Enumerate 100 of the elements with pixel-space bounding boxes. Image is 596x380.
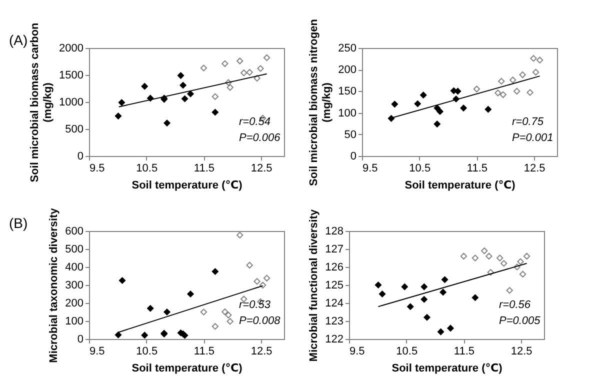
point: [254, 278, 260, 285]
point: [222, 60, 228, 67]
point: [118, 99, 126, 106]
point: [187, 90, 194, 98]
point: [212, 93, 219, 100]
point: [434, 120, 440, 128]
y-tick-label: 127: [325, 244, 344, 256]
x-tick-label: 10.5: [136, 346, 158, 358]
y-tick-label: 200: [338, 64, 356, 76]
x-tick-label: 9.5: [350, 346, 365, 358]
point: [494, 90, 502, 96]
y-tick-label: 150: [338, 86, 356, 98]
x-axis-title: Soil temperature (℃): [132, 362, 243, 374]
y-tick-label: 125: [325, 280, 344, 292]
annotation: P=0.005: [499, 315, 542, 327]
point: [226, 318, 234, 325]
point: [519, 71, 526, 78]
point: [514, 88, 520, 95]
y-tick-label: 126: [325, 262, 344, 274]
point: [484, 106, 492, 113]
point: [436, 108, 444, 115]
annotation: r=0.53: [239, 299, 272, 311]
annotation: r=0.54: [239, 116, 270, 128]
x-tick-label: 12.5: [250, 346, 272, 358]
point: [259, 282, 266, 289]
point: [530, 55, 537, 62]
y-tick-label: 123: [325, 316, 344, 328]
point: [114, 332, 122, 338]
y-tick-label: 100: [65, 316, 84, 328]
point: [141, 83, 148, 90]
x-tick-label: 9.5: [90, 346, 105, 358]
x-tick-label: 12.5: [510, 346, 532, 358]
y-tick-label: 2000: [59, 42, 84, 54]
point: [200, 308, 208, 316]
x-tick-label: 12.5: [524, 162, 546, 174]
x-tick-label: 10.5: [396, 346, 418, 358]
point: [526, 89, 534, 96]
y-tick-label: 50: [344, 128, 356, 141]
point: [147, 305, 154, 312]
annotation: r=0.75: [512, 116, 544, 128]
x-tick-label: 11.5: [194, 346, 215, 358]
point: [500, 91, 506, 98]
point: [257, 65, 264, 72]
y-tick-label: 200: [65, 298, 84, 310]
point: [187, 290, 194, 298]
point: [212, 108, 219, 116]
point: [212, 268, 219, 275]
point: [510, 76, 516, 84]
point: [180, 82, 186, 89]
y-tick-label: 500: [65, 244, 84, 256]
annotation: P=0.006: [239, 132, 282, 144]
point: [536, 56, 544, 64]
point: [246, 68, 253, 76]
point: [263, 54, 270, 62]
x-axis-title: Soil temperature (℃): [132, 180, 243, 192]
x-tick-label: 9.5: [90, 162, 105, 174]
y-tick-label: 128: [325, 226, 344, 238]
point: [164, 308, 170, 316]
point: [460, 104, 467, 112]
y-tick-label: 124: [325, 298, 344, 310]
point: [181, 95, 188, 102]
y-axis-title: Microbial taxonomic diversity: [48, 207, 60, 363]
x-tick-label: 11.5: [454, 346, 475, 358]
point: [226, 84, 234, 91]
x-tick-label: 11.5: [194, 162, 215, 174]
point: [225, 312, 232, 318]
text: (A): [9, 32, 28, 48]
point: [118, 277, 126, 284]
point: [222, 308, 228, 316]
point: [114, 112, 122, 120]
y-tick-label: 100: [338, 107, 356, 120]
point: [420, 92, 427, 98]
y-tick-label: 250: [338, 42, 356, 54]
x-tick-label: 12.5: [250, 162, 272, 174]
x-tick-label: 10.5: [409, 162, 431, 174]
y-tick-label: 0: [350, 150, 356, 162]
y-axis-title: Soil microbial biomass carbon (mg/kg): [29, 22, 54, 182]
point: [391, 100, 398, 108]
point: [236, 58, 244, 64]
point: [240, 70, 248, 76]
x-axis-title: Soil temperature (℃): [404, 180, 516, 192]
point: [388, 115, 395, 122]
annotation: P=0.008: [239, 315, 282, 327]
text: (B): [9, 215, 28, 231]
annotation: r=0.56: [499, 299, 532, 311]
y-axis-title: Soil microbial biomass nitrogen (mg/kg): [308, 18, 334, 186]
y-tick-label: 0: [77, 334, 84, 346]
y-tick-label: 500: [65, 124, 84, 136]
point: [473, 86, 480, 92]
point: [177, 72, 184, 79]
y-tick-label: 600: [65, 226, 84, 238]
y-tick-label: 1500: [59, 70, 84, 82]
annotation: P=0.001: [512, 132, 554, 144]
point: [212, 323, 219, 330]
x-tick-label: 10.5: [136, 162, 158, 174]
x-axis-title: Soil temperature (℃): [392, 362, 503, 374]
y-tick-label: 0: [77, 150, 84, 162]
y-tick-label: 300: [65, 280, 84, 292]
point: [263, 274, 270, 282]
y-tick-label: 1000: [59, 96, 84, 108]
